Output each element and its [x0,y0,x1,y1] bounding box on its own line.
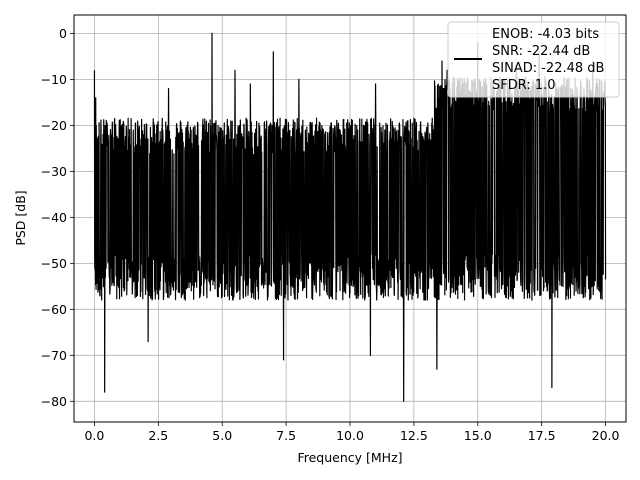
x-tick-label: 2.5 [148,428,168,443]
legend-entry-sfdr: SFDR: 1.0 [492,78,556,93]
psd-series-line [93,32,607,402]
y-tick-label: −60 [41,302,67,317]
x-tick-label: 12.5 [400,428,428,443]
x-tick-label: 17.5 [528,428,556,443]
plot-area [93,32,607,402]
legend-box [447,21,620,98]
x-axis-label: Frequency [MHz] [297,450,402,465]
y-tick-label: −30 [41,164,67,179]
x-tick-label: 10.0 [336,428,364,443]
x-tick-label: 20.0 [592,428,620,443]
y-tick-label: −50 [41,256,67,271]
y-tick-label: −40 [41,210,67,225]
y-tick-label: −80 [41,394,67,409]
legend-entry-snr: SNR: -22.44 dB [492,44,590,59]
y-tick-label: −20 [41,118,67,133]
legend: ENOB: -4.03 bits SNR: -22.44 dB SINAD: -… [447,21,620,98]
x-tick-label: 0.0 [84,428,104,443]
x-tick-label: 5.0 [212,428,232,443]
x-tick-label: 7.5 [276,428,296,443]
y-tick-label: −10 [41,72,67,87]
y-tick-label: −70 [41,348,67,363]
legend-entry-sinad: SINAD: -22.48 dB [492,61,604,76]
x-axis: 0.0 2.5 5.0 7.5 10.0 12.5 15.0 17.5 20.0 [84,422,620,443]
y-axis: 0 −10 −20 −30 −40 −50 −60 −70 −80 [41,26,74,409]
y-tick-label: 0 [59,26,67,41]
y-axis-label: PSD [dB] [13,190,28,245]
x-tick-label: 15.0 [464,428,492,443]
legend-entry-enob: ENOB: -4.03 bits [492,27,599,42]
